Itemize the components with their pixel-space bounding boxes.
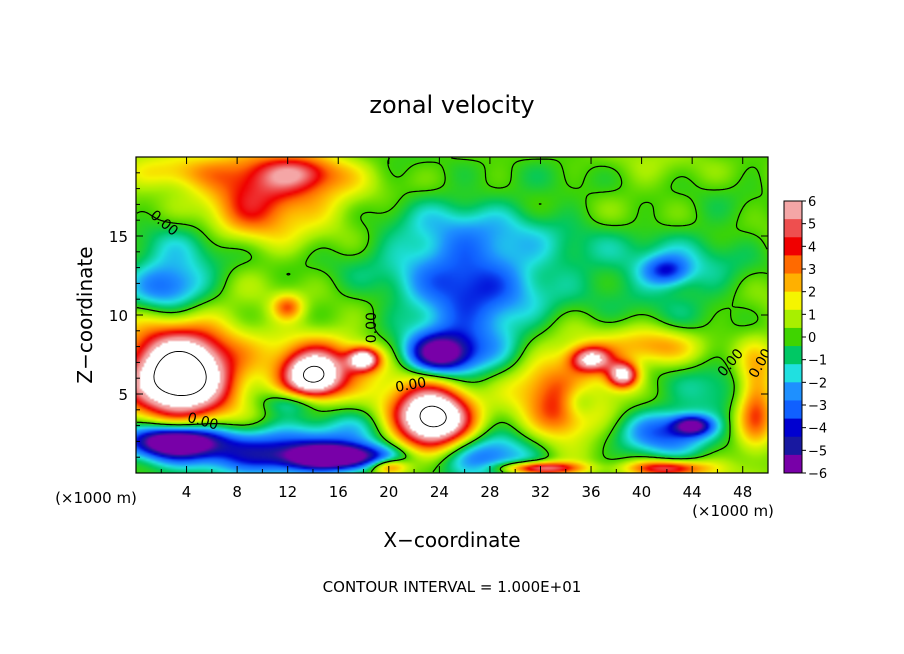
colorbar-label: −1	[808, 354, 827, 369]
x-axis-ticks: 4 8 12 16 20 24 28 32 36 40 44 48	[160, 157, 752, 501]
colorbar-swatch	[784, 346, 802, 365]
colorbar-label: −6	[808, 467, 827, 482]
x-tick-label: 20	[379, 483, 398, 501]
colorbar-label: 5	[808, 218, 816, 233]
colorbar-swatch	[784, 400, 802, 420]
x-tick-label: 12	[278, 483, 297, 501]
colorbar-label: 3	[808, 263, 816, 278]
z-tick-label: 5	[118, 386, 128, 404]
heatmap-field	[136, 157, 768, 473]
colorbar-label: −5	[808, 444, 827, 459]
colorbar-swatch	[784, 327, 802, 347]
colorbar-swatch	[784, 201, 802, 220]
x-tick-label: 8	[232, 483, 242, 501]
colorbar-label: −4	[808, 422, 827, 437]
colorbar-swatch	[784, 436, 802, 456]
chart-title: zonal velocity	[369, 91, 534, 119]
z-axis-ticks: 5 10 15	[109, 172, 768, 458]
contour-label: 0.00	[186, 410, 220, 434]
colorbar-swatch	[784, 418, 802, 438]
colorbar-swatch	[784, 382, 802, 401]
colorbar-label: −3	[808, 399, 827, 414]
colorbar-swatch	[784, 309, 802, 329]
x-tick-label: 48	[733, 483, 752, 501]
colorbar-label: 2	[808, 286, 816, 301]
x-tick-label: 32	[531, 483, 550, 501]
x-axis-label: X−coordinate	[383, 528, 520, 552]
colorbar-swatch	[784, 273, 802, 293]
x-unit-label-secondary: (×1000 m)	[692, 502, 774, 520]
colorbar-label: 1	[808, 308, 816, 323]
colorbar-swatch	[784, 219, 802, 238]
z-axis-label: Z−coordinate	[73, 246, 97, 383]
colorbar-swatch	[784, 291, 802, 311]
colorbar-swatch	[784, 237, 802, 256]
x-tick-label: 40	[632, 483, 651, 501]
colorbar-swatch	[784, 364, 802, 383]
x-tick-label: 24	[430, 483, 449, 501]
contour-line	[153, 350, 447, 428]
contour-interval-note: CONTOUR INTERVAL = 1.000E+01	[323, 578, 582, 596]
colorbar-label: 0	[808, 331, 816, 346]
colorbar-swatch	[784, 454, 802, 474]
contour-label: 0.00	[394, 375, 427, 396]
x-unit-label: (×1000 m)	[55, 489, 137, 507]
colorbar: 6 5 4 3 2 1 0 −1 −2 −3 −4 −5 −6	[783, 195, 827, 482]
colorbar-swatch	[784, 255, 802, 275]
zero-contour-lines	[136, 157, 768, 473]
colorbar-label: 6	[808, 195, 816, 210]
x-tick-label: 44	[683, 483, 702, 501]
x-tick-label: 28	[480, 483, 499, 501]
colorbar-label: 4	[808, 240, 816, 255]
x-tick-label: 4	[182, 483, 192, 501]
contour-label: 0.00	[364, 312, 380, 343]
z-tick-label: 10	[109, 307, 128, 325]
x-tick-label: 36	[581, 483, 600, 501]
z-tick-label: 15	[109, 228, 128, 246]
x-tick-label: 16	[329, 483, 348, 501]
colorbar-label: −2	[808, 376, 827, 391]
